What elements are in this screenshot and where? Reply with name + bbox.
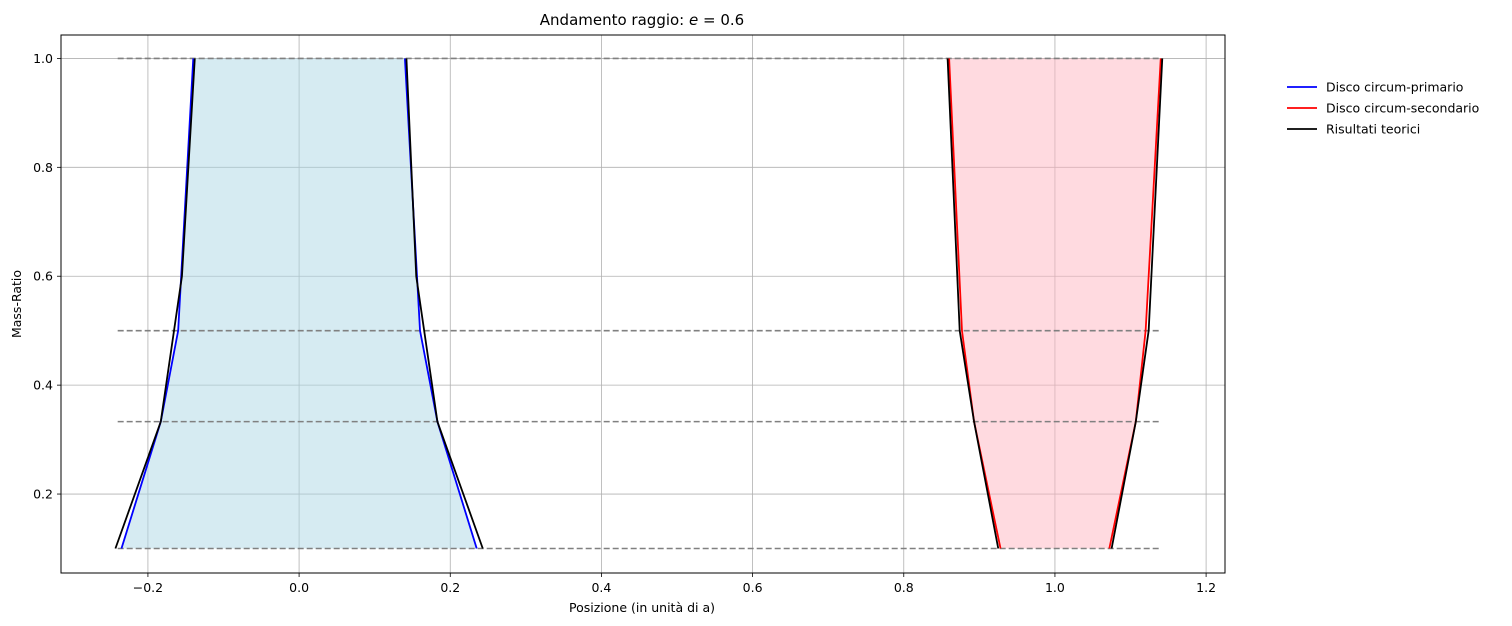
y-axis-title: Mass-Ratio	[9, 270, 24, 338]
series-lines	[114, 58, 1164, 549]
legend-label-secondario: Disco circum-secondario	[1326, 101, 1479, 116]
series-line-secondario-left-edge	[948, 58, 1002, 549]
chart-title: Andamento raggio: e = 0.6	[540, 11, 744, 29]
y-tick-label: 0.8	[33, 160, 53, 175]
x-axis-title: Posizione (in unità di a)	[569, 600, 715, 615]
x-tick-label: 1.2	[1196, 580, 1216, 595]
y-tick-label: 1.0	[33, 51, 53, 66]
y-tick-label: 0.4	[33, 378, 53, 393]
x-tick-label: 0.6	[743, 580, 763, 595]
series-line-teorici-1	[405, 58, 484, 549]
series-line-teorici-2	[946, 58, 1000, 549]
x-tick-label: 0.0	[289, 580, 309, 595]
disk-fills	[121, 58, 1161, 549]
x-tick-label: 1.0	[1045, 580, 1065, 595]
y-tick-label: 0.2	[33, 487, 53, 502]
disk-fill-primario	[121, 58, 477, 549]
x-tick-label: −0.2	[133, 580, 163, 595]
series-line-primario-left-edge	[120, 58, 195, 549]
x-tick-label: 0.8	[894, 580, 914, 595]
series-line-secondario-right-edge	[1108, 58, 1162, 549]
x-tick-label: 0.4	[591, 580, 611, 595]
plot-frame	[60, 34, 1226, 574]
legend-label-teorici: Risultati teorici	[1326, 122, 1420, 137]
disk-fill-secondario	[949, 58, 1161, 549]
axis-ticks: −0.2 0.0 0.2 0.4 0.6 0.8 1.0 1.2 0.2 0.4 0.6 0.8 1.0	[33, 51, 1216, 595]
series-line-teorici-3	[1110, 58, 1164, 549]
legend-label-primario: Disco circum-primario	[1326, 80, 1463, 95]
y-tick-label: 0.6	[33, 269, 53, 284]
series-line-teorici-0	[114, 58, 196, 549]
x-tick-label: 0.2	[440, 580, 460, 595]
reference-lines	[117, 57, 1161, 550]
legend: Disco circum-primario Disco circum-secon…	[1287, 80, 1479, 137]
